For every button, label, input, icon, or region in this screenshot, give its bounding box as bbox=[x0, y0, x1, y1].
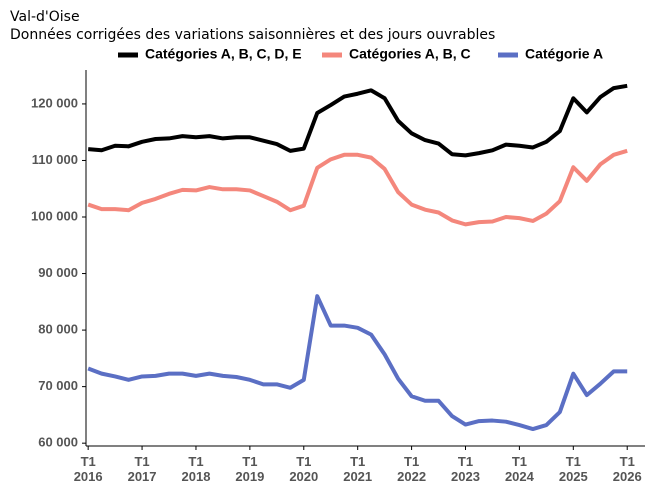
x-tick-label: T1 2019 bbox=[235, 454, 264, 484]
x-tick-label: T1 2022 bbox=[397, 454, 426, 484]
x-tick-label: T1 2026 bbox=[613, 454, 642, 484]
legend-label: Catégories A, B, C bbox=[349, 46, 471, 62]
y-tick-label: 90 000 bbox=[38, 265, 78, 280]
line bbox=[87, 148, 628, 227]
x-tick-label: T1 2023 bbox=[451, 454, 480, 484]
legend-label: Catégorie A bbox=[525, 46, 603, 62]
x-tick-label: T1 2025 bbox=[559, 454, 588, 484]
line bbox=[87, 83, 628, 158]
x-tick-label: T1 2024 bbox=[505, 454, 535, 484]
x-tick-label: T1 2018 bbox=[182, 454, 211, 484]
y-tick-label: 60 000 bbox=[38, 435, 78, 450]
x-tick-label: T1 2020 bbox=[289, 454, 318, 484]
chart-subtitle: Données corrigées des variations saisonn… bbox=[10, 27, 495, 43]
y-tick-label: 100 000 bbox=[31, 208, 78, 223]
x-tick-label: T1 2016 bbox=[74, 454, 103, 484]
y-tick-label: 80 000 bbox=[38, 322, 78, 337]
line bbox=[87, 294, 628, 432]
x-tick-label: T1 2021 bbox=[343, 454, 372, 484]
y-tick-label: 70 000 bbox=[38, 378, 78, 393]
y-tick-label: 120 000 bbox=[31, 95, 78, 110]
legend-label: Catégories A, B, C, D, E bbox=[145, 46, 302, 62]
y-tick-label: 110 000 bbox=[32, 152, 78, 167]
chart-title: Val-d'Oise bbox=[10, 9, 80, 25]
x-tick-label: T1 2017 bbox=[128, 454, 157, 484]
